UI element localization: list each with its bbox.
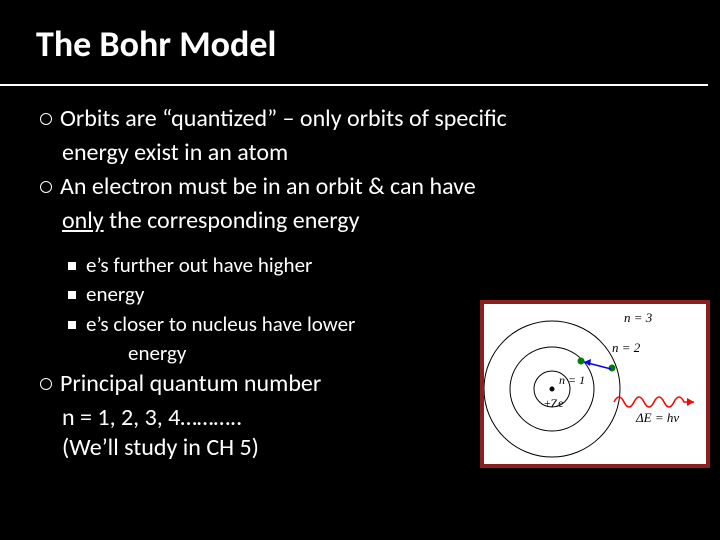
bullet-2-cont: only the corresponding energy [40,206,700,236]
n2-label: n = 2 [612,340,641,355]
electron-n2 [578,358,585,365]
sub-text: e’s closer to nucleus have lower [86,311,355,338]
quote: “ [162,104,171,133]
sub-text: energy [86,281,144,308]
bullet-marker [40,378,52,390]
bullet-1: Orbits are “quantized” – only orbits of … [40,104,700,134]
slide-title: The Bohr Model [0,0,708,86]
square-marker [68,291,76,299]
bohr-diagram-svg: n = 3 n = 2 n = 1 +Ze ΔE = hν [484,304,706,464]
text: the corresponding energy [104,206,360,235]
sub-text: e’s further out have higher [86,252,312,279]
nucleus-label: +Ze [544,396,563,410]
quote: ” [267,104,277,133]
text: Orbits are [60,104,162,133]
arrow-head [584,359,591,366]
nucleus-dot [550,387,555,392]
bullet-marker [40,113,52,125]
energy-label: ΔE = hν [635,410,679,425]
bullet-3-text: Principal quantum number [60,369,321,399]
bohr-diagram: n = 3 n = 2 n = 1 +Ze ΔE = hν [480,300,710,468]
square-marker [68,321,76,329]
photon-arrow-head [687,398,694,406]
text: – only orbits of specific [277,104,507,133]
n1-label: n = 1 [559,373,585,387]
bullet-2: An electron must be in an orbit & can ha… [40,172,700,202]
text: quantized [171,104,267,133]
bullet-1-text: Orbits are “quantized” – only orbits of … [60,104,507,134]
underlined-text: only [62,206,104,235]
n3-label: n = 3 [624,310,653,325]
photon-wave [614,397,694,407]
square-marker [68,262,76,270]
bullet-1-cont: energy exist in an atom [40,138,700,168]
bullet-2-text: An electron must be in an orbit & can ha… [60,172,476,202]
bullet-marker [40,181,52,193]
sub-bullet-1: e’s further out have higher [40,252,700,279]
